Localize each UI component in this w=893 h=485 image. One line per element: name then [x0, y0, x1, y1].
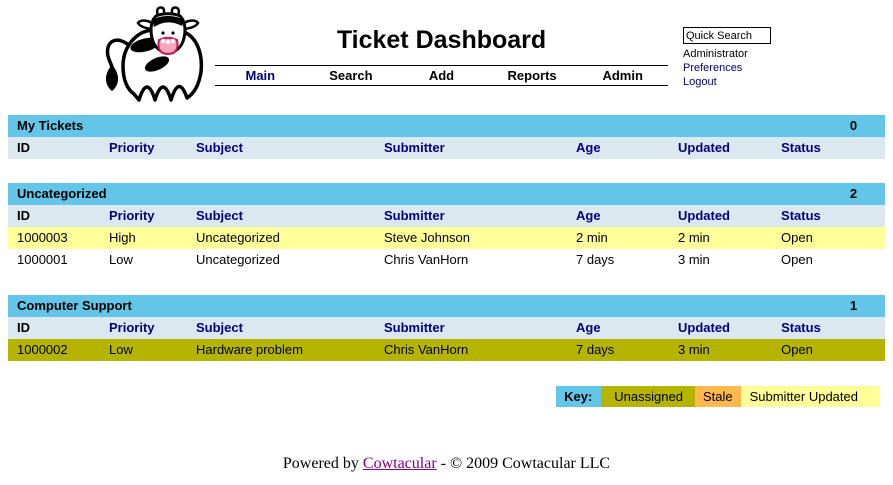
section-count: 0	[772, 115, 886, 137]
nav-main[interactable]: Main	[245, 68, 276, 83]
legend-stale: Stale	[694, 386, 741, 407]
preferences-link[interactable]: Preferences	[683, 62, 743, 74]
cowtacular-link[interactable]: Cowtacular	[362, 455, 437, 472]
col-age[interactable]: Age	[567, 137, 669, 159]
ticket-priority-cell: High	[100, 227, 187, 249]
col-updated[interactable]: Updated	[669, 137, 773, 159]
col-status[interactable]: Status	[772, 137, 886, 159]
col-id[interactable]: ID	[8, 317, 100, 339]
ticket-age-cell: 2 min	[567, 227, 669, 249]
ticket-submitter-cell: Chris VanHorn	[375, 339, 567, 361]
section-count: 2	[772, 183, 886, 205]
col-submitter[interactable]: Submitter	[375, 317, 567, 339]
col-status[interactable]: Status	[772, 317, 886, 339]
main-nav: Main Search Add Reports Admin	[215, 65, 668, 86]
col-id[interactable]: ID	[8, 205, 100, 227]
legend-submitter-updated: Submitter Updated	[740, 386, 880, 407]
col-updated[interactable]: Updated	[669, 205, 773, 227]
ticket-id-cell[interactable]: 1000003	[8, 227, 100, 249]
quick-search-input[interactable]	[683, 27, 771, 44]
col-subject[interactable]: Subject	[187, 317, 375, 339]
column-header-row: ID Priority Subject Submitter Age Update…	[8, 137, 886, 159]
col-subject[interactable]: Subject	[187, 137, 375, 159]
header-user-area: Administrator Preferences Logout	[683, 27, 771, 90]
ticket-updated-cell: 2 min	[669, 227, 773, 249]
section-my-tickets: My Tickets 0 ID Priority Subject Submitt…	[8, 115, 886, 159]
logout-link[interactable]: Logout	[683, 76, 717, 88]
ticket-age-cell: 7 days	[576, 252, 615, 267]
ticket-row[interactable]: 1000003 High Uncategorized Steve Johnson…	[8, 227, 886, 249]
ticket-subject-cell: Uncategorized	[196, 252, 280, 267]
page-header: Ticket Dashboard Main Search Add Reports…	[0, 0, 893, 115]
ticket-updated-cell: 3 min	[678, 252, 710, 267]
nav-add[interactable]: Add	[428, 68, 455, 83]
ticket-status-cell: Open	[781, 252, 813, 267]
col-priority[interactable]: Priority	[100, 205, 187, 227]
section-uncategorized: Uncategorized 2 ID Priority Subject Subm…	[8, 183, 886, 271]
section-title: My Tickets	[8, 115, 773, 137]
col-priority[interactable]: Priority	[100, 317, 187, 339]
ticket-priority-cell: Low	[109, 252, 133, 267]
ticket-row[interactable]: 1000002 Low Hardware problem Chris VanHo…	[8, 339, 886, 361]
col-priority[interactable]: Priority	[100, 137, 187, 159]
section-count: 1	[772, 295, 886, 317]
section-header: My Tickets 0	[8, 115, 886, 137]
ticket-submitter-cell: Chris VanHorn	[384, 252, 469, 267]
col-age[interactable]: Age	[567, 205, 669, 227]
ticket-priority-cell: Low	[100, 339, 187, 361]
ticket-subject-cell: Uncategorized	[187, 227, 375, 249]
nav-search[interactable]: Search	[329, 68, 373, 83]
ticket-subject-cell: Hardware problem	[187, 339, 375, 361]
nav-reports[interactable]: Reports	[507, 68, 557, 83]
column-header-row: ID Priority Subject Submitter Age Update…	[8, 205, 886, 227]
col-submitter[interactable]: Submitter	[375, 205, 567, 227]
col-updated[interactable]: Updated	[669, 317, 773, 339]
section-computer-support: Computer Support 1 ID Priority Subject S…	[8, 295, 886, 361]
section-title: Computer Support	[8, 295, 773, 317]
nav-admin[interactable]: Admin	[602, 68, 643, 83]
footer-powered-by: Powered by	[282, 455, 363, 472]
legend-key-label: Key:	[556, 386, 602, 407]
col-age[interactable]: Age	[567, 317, 669, 339]
ticket-id-cell[interactable]: 1000001	[17, 252, 68, 267]
ticket-row[interactable]: 1000001 Low Uncategorized Chris VanHorn …	[8, 249, 885, 271]
ticket-updated-cell: 3 min	[669, 339, 773, 361]
col-id[interactable]: ID	[8, 137, 100, 159]
section-header: Uncategorized 2	[8, 183, 886, 205]
logged-in-user: Administrator	[683, 48, 748, 60]
col-status[interactable]: Status	[772, 205, 886, 227]
cow-logo	[100, 6, 210, 107]
legend-unassigned: Unassigned	[601, 386, 695, 407]
col-submitter[interactable]: Submitter	[375, 137, 567, 159]
color-key-legend: Key: Unassigned Stale Submitter Updated	[0, 386, 880, 407]
cow-logo-image	[105, 6, 204, 102]
section-title: Uncategorized	[8, 183, 773, 205]
col-subject[interactable]: Subject	[187, 205, 375, 227]
ticket-age-cell: 7 days	[567, 339, 669, 361]
page-title: Ticket Dashboard	[336, 26, 547, 54]
ticket-id-cell[interactable]: 1000002	[8, 339, 100, 361]
footer-copyright: - © 2009 Cowtacular LLC	[436, 455, 611, 472]
ticket-status-cell: Open	[772, 339, 886, 361]
ticket-status-cell: Open	[772, 227, 886, 249]
page-footer: Powered by Cowtacular - © 2009 Cowtacula…	[0, 455, 893, 473]
section-header: Computer Support 1	[8, 295, 886, 317]
column-header-row: ID Priority Subject Submitter Age Update…	[8, 317, 886, 339]
ticket-submitter-cell: Steve Johnson	[375, 227, 567, 249]
